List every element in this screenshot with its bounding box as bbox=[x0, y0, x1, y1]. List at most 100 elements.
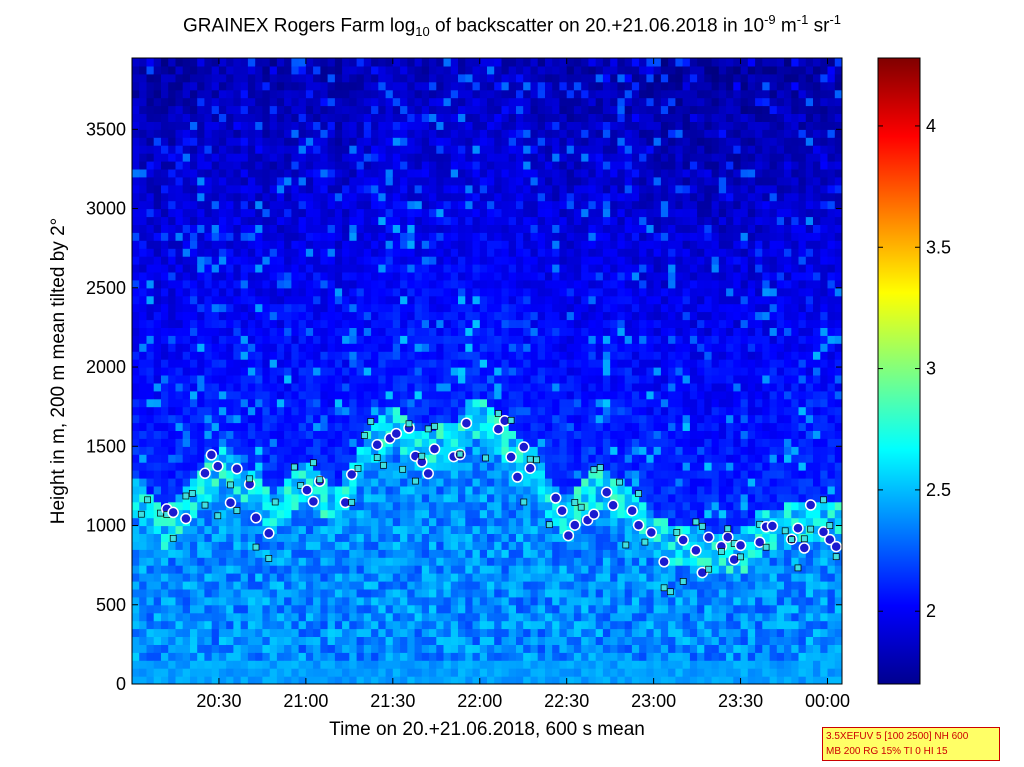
heatmap-cell bbox=[211, 636, 220, 645]
heatmap-cell bbox=[501, 303, 510, 313]
heatmap-cell bbox=[421, 493, 430, 503]
heatmap-cell bbox=[269, 382, 278, 392]
heatmap-cell bbox=[175, 398, 184, 408]
heatmap-cell bbox=[385, 200, 394, 210]
heatmap-cell bbox=[146, 113, 155, 122]
heatmap-cell bbox=[414, 375, 423, 384]
heatmap-cell bbox=[588, 588, 597, 598]
heatmap-cell bbox=[537, 382, 546, 392]
heatmap-cell bbox=[269, 208, 278, 218]
heatmap-cell bbox=[175, 493, 184, 503]
heatmap-cell bbox=[400, 430, 408, 439]
heatmap-cell bbox=[146, 573, 155, 582]
heatmap-cell bbox=[429, 604, 437, 614]
heatmap-cell bbox=[443, 367, 452, 376]
heatmap-cell bbox=[327, 81, 336, 91]
heatmap-cell bbox=[284, 335, 292, 344]
heatmap-cell bbox=[211, 97, 220, 107]
heatmap-cell bbox=[545, 113, 553, 122]
heatmap-cell bbox=[436, 73, 445, 83]
heatmap-cell bbox=[392, 406, 401, 416]
heatmap-cell bbox=[581, 573, 589, 582]
heatmap-cell bbox=[407, 493, 416, 503]
heatmap-cell bbox=[508, 478, 517, 487]
heatmap-cell bbox=[175, 612, 184, 622]
heatmap-cell bbox=[218, 184, 227, 194]
heatmap-cell bbox=[342, 271, 350, 281]
heatmap-cell bbox=[132, 303, 140, 313]
heatmap-cell bbox=[479, 105, 488, 114]
heatmap-cell bbox=[487, 264, 495, 273]
heatmap-cell bbox=[190, 240, 198, 249]
heatmap-cell bbox=[530, 279, 539, 289]
heatmap-cell bbox=[269, 509, 278, 519]
heatmap-cell bbox=[450, 581, 459, 590]
heatmap-cell bbox=[465, 454, 474, 463]
heatmap-cell bbox=[385, 319, 394, 328]
heatmap-cell bbox=[378, 517, 387, 527]
heatmap-cell bbox=[363, 232, 372, 241]
heatmap-cell bbox=[523, 256, 531, 265]
heatmap-cell bbox=[291, 549, 300, 558]
heatmap-cell bbox=[385, 581, 394, 590]
heatmap-cell bbox=[291, 493, 300, 503]
heatmap-cell bbox=[465, 604, 474, 614]
heatmap-cell bbox=[371, 414, 379, 424]
heatmap-cell bbox=[168, 216, 176, 225]
heatmap-cell bbox=[342, 65, 350, 75]
heatmap-cell bbox=[255, 105, 263, 114]
heatmap-cell bbox=[436, 446, 445, 455]
heatmap-cell bbox=[458, 153, 466, 162]
heatmap-cell bbox=[400, 493, 408, 503]
heatmap-cell bbox=[197, 478, 205, 487]
heatmap-cell bbox=[392, 375, 401, 384]
heatmap-cell bbox=[146, 248, 155, 257]
heatmap-cell bbox=[233, 581, 242, 590]
heatmap-cell bbox=[400, 604, 408, 614]
heatmap-cell bbox=[298, 287, 307, 297]
heatmap-cell bbox=[385, 549, 394, 558]
heatmap-cell bbox=[334, 501, 343, 511]
heatmap-cell bbox=[342, 184, 350, 194]
heatmap-cell bbox=[566, 525, 575, 534]
heatmap-cell bbox=[327, 176, 336, 186]
heatmap-cell bbox=[276, 121, 285, 130]
heatmap-cell bbox=[247, 311, 256, 321]
heatmap-cell bbox=[284, 588, 292, 598]
heatmap-cell bbox=[487, 327, 495, 336]
heatmap-cell bbox=[523, 311, 531, 321]
heatmap-cell bbox=[487, 485, 495, 495]
heatmap-cell bbox=[226, 382, 234, 392]
heatmap-cell bbox=[327, 485, 336, 495]
heatmap-cell bbox=[334, 327, 343, 336]
heatmap-cell bbox=[429, 533, 437, 542]
heatmap-cell bbox=[269, 549, 278, 558]
heatmap-cell bbox=[559, 271, 568, 281]
heatmap-cell bbox=[146, 232, 155, 241]
heatmap-cell bbox=[161, 121, 169, 130]
heatmap-cell bbox=[566, 137, 575, 146]
heatmap-cell bbox=[349, 105, 358, 114]
heatmap-cell bbox=[182, 279, 191, 289]
heatmap-cell bbox=[458, 192, 466, 202]
heatmap-cell bbox=[276, 509, 285, 519]
heatmap-cell bbox=[161, 161, 169, 170]
heatmap-cell bbox=[182, 446, 191, 455]
heatmap-cell bbox=[559, 184, 568, 194]
heatmap-cell bbox=[363, 137, 372, 146]
heatmap-cell bbox=[494, 573, 502, 582]
heatmap-cell bbox=[226, 153, 234, 162]
heatmap-cell bbox=[494, 398, 502, 408]
heatmap-cell bbox=[494, 478, 502, 487]
heatmap-cell bbox=[255, 588, 263, 598]
heatmap-cell bbox=[168, 620, 176, 630]
heatmap-cell bbox=[436, 390, 445, 400]
heatmap-cell bbox=[161, 58, 169, 67]
heatmap-cell bbox=[516, 311, 524, 321]
heatmap-cell bbox=[298, 65, 307, 75]
heatmap-cell bbox=[313, 200, 321, 210]
heatmap-cell bbox=[182, 153, 191, 162]
heatmap-cell bbox=[247, 327, 256, 336]
heatmap-cell bbox=[313, 343, 321, 352]
heatmap-cell bbox=[190, 303, 198, 313]
